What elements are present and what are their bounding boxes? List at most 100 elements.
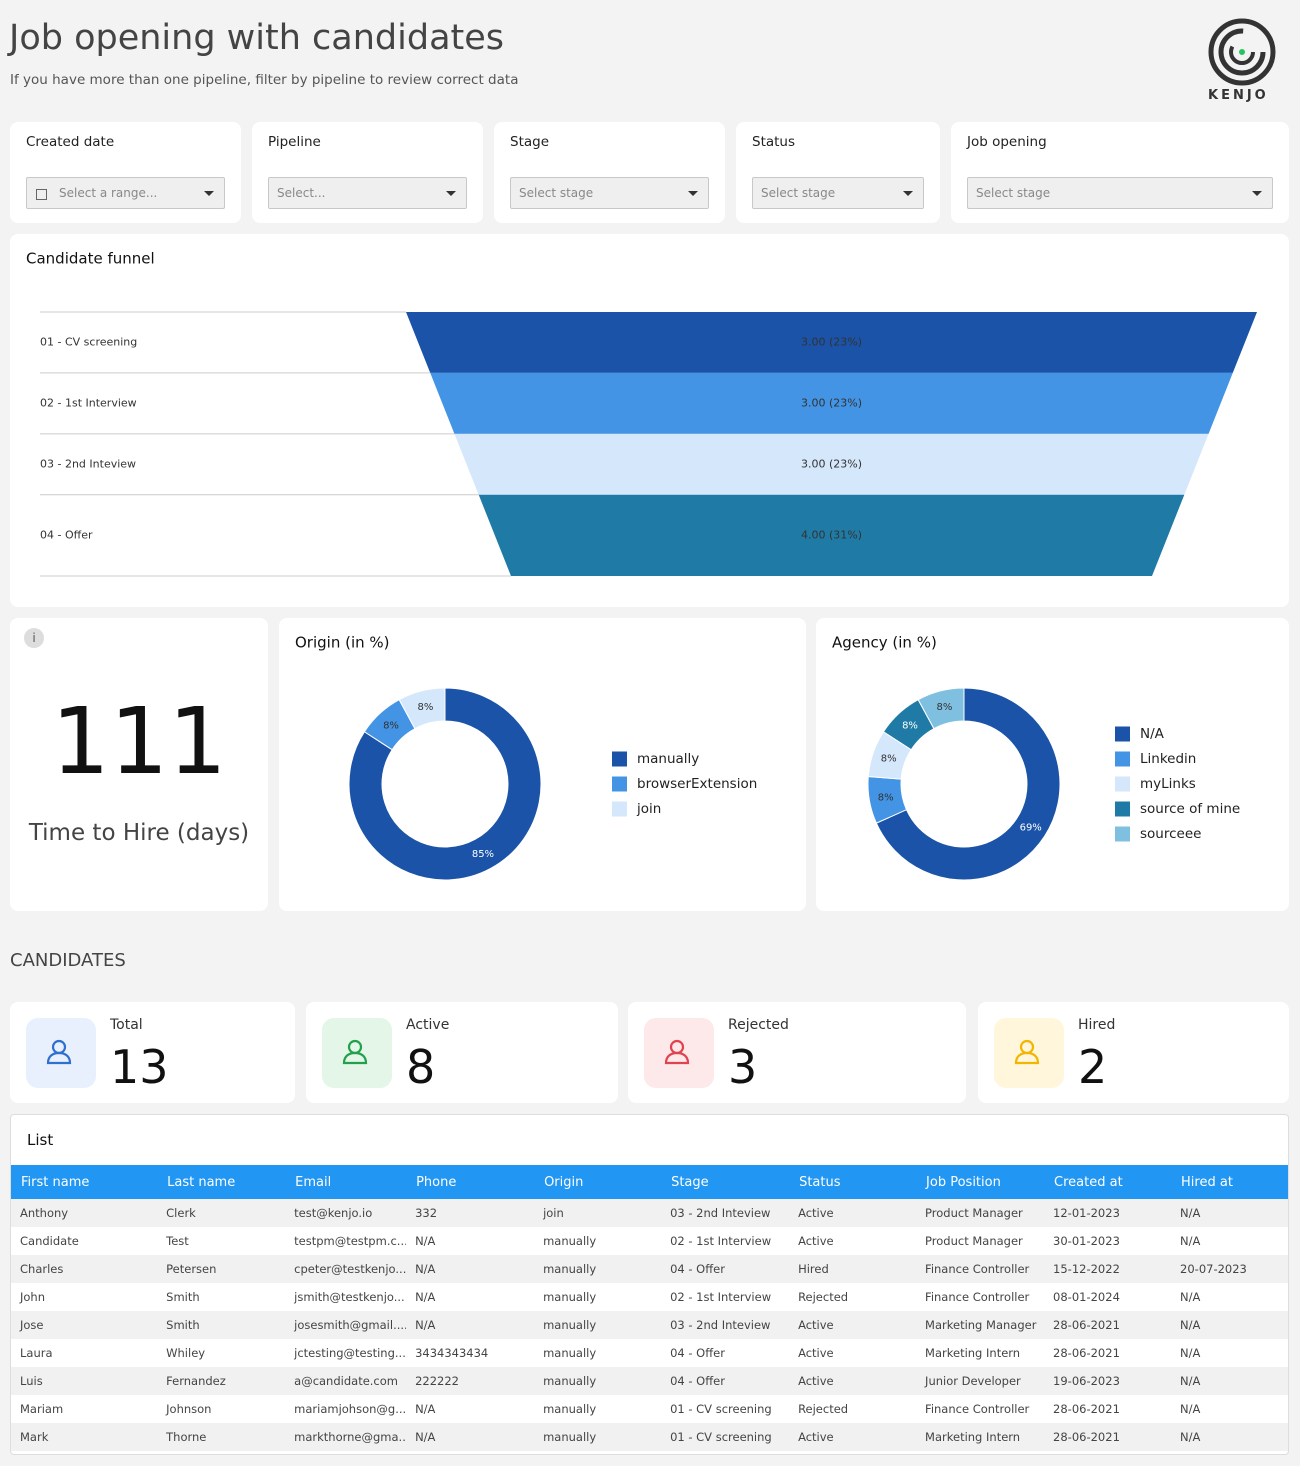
kpi-icon (644, 1018, 714, 1088)
kpi-icon-glyph (664, 1039, 690, 1065)
table-cell: Active (798, 1346, 834, 1360)
table-cell: manually (543, 1290, 597, 1304)
table-cell: 20-07-2023 (1171, 1255, 1288, 1283)
table-cell: testpm@testpm.c... (294, 1234, 407, 1248)
filter-dropdown[interactable]: Select stage (967, 177, 1273, 209)
table-cell: N/A (406, 1311, 535, 1339)
table-cell: manually (534, 1423, 662, 1451)
filter-dropdown[interactable]: Select... (268, 177, 467, 209)
table-cell: manually (534, 1311, 662, 1339)
column-header: Email (285, 1165, 407, 1199)
kpi-card: Total 13 (10, 1002, 295, 1103)
table-cell: 28-06-2021 (1044, 1423, 1172, 1451)
dropdown-caret (1252, 191, 1262, 196)
table-row[interactable]: John Smith jsmith@testkenjo.... N/A manually… (11, 1283, 1288, 1311)
column-header: Status (789, 1165, 917, 1199)
logo-text: KENJO (1208, 88, 1269, 103)
table-cell: Anthony (11, 1199, 158, 1227)
kpi-icon-glyph (46, 1039, 72, 1065)
kpi-icon-glyph (342, 1039, 368, 1065)
legend-swatch (1115, 751, 1130, 767)
table-cell: N/A (1171, 1423, 1288, 1451)
donut-value-label: 8% (417, 702, 433, 713)
table-cell: Finance Controller (925, 1290, 1030, 1304)
kpi-label: Active (406, 1017, 450, 1033)
table-cell: N/A (415, 1290, 436, 1304)
filter-card: Pipeline Select... (252, 122, 483, 223)
donut-value-label: 69% (1020, 822, 1042, 833)
table-row[interactable]: Laura Whiley jctesting@testing.... 34343434… (11, 1339, 1288, 1367)
table-cell: josesmith@gmail.... (285, 1311, 407, 1339)
donut-value-label: 8% (878, 793, 894, 804)
table-cell: Candidate (20, 1234, 79, 1248)
kpi-label: Rejected (728, 1017, 789, 1033)
filter-label: Created date (26, 134, 115, 150)
table-row[interactable]: Mariam Johnson mariamjohson@g... N/A manuall… (11, 1395, 1288, 1423)
table-cell: Active (789, 1199, 917, 1227)
table-row[interactable]: Anthony Clerk test@kenjo.io 332 join 03 - 2nd… (11, 1199, 1288, 1227)
legend-label: Linkedin (1140, 751, 1196, 767)
table-cell: Marketing Manager (916, 1311, 1045, 1339)
table-cell: test@kenjo.io (285, 1199, 407, 1227)
column-header: Origin (534, 1165, 662, 1199)
legend-swatch (612, 776, 627, 792)
table-cell: Johnson (166, 1402, 212, 1416)
table-cell: 30-01-2023 (1053, 1234, 1120, 1248)
table-cell: Clerk (157, 1199, 286, 1227)
table-cell: N/A (1171, 1311, 1288, 1339)
table-cell: N/A (406, 1423, 535, 1451)
dropdown-caret (204, 191, 214, 196)
list-title: List (27, 1131, 54, 1149)
filter-label: Pipeline (268, 134, 321, 150)
table-cell: N/A (1180, 1346, 1201, 1360)
kpi-value: 2 (1078, 1040, 1108, 1094)
column-header: Last name (157, 1165, 286, 1199)
info-icon[interactable]: i (24, 628, 44, 648)
donut-segment (917, 687, 965, 730)
table-cell: manually (534, 1367, 662, 1395)
funnel-label: 03 - 2nd Inteview (40, 457, 136, 470)
legend-swatch (1115, 726, 1130, 742)
table-cell: Product Manager (916, 1199, 1045, 1227)
table-cell: 01 - CV screening (661, 1423, 790, 1451)
table-cell: Active (789, 1423, 917, 1451)
header-row: First name Last name Email Phone Origin Stage… (11, 1165, 1288, 1199)
kpi-value: 8 (406, 1040, 436, 1094)
table-cell: mariamjohson@g... (294, 1402, 407, 1416)
donut-title: Agency (in %) (832, 634, 937, 652)
funnel-segment (478, 494, 1185, 576)
funnel-value-label: 3.00 (23%) (801, 396, 862, 409)
list-card: List First name Last name Email Phone Origin… (10, 1114, 1289, 1455)
filter-label: Job opening (967, 134, 1047, 150)
filter-dropdown[interactable]: Select stage (752, 177, 924, 209)
time-to-hire-card (10, 618, 268, 911)
filter-card: Status Select stage (736, 122, 940, 223)
table-cell: manually (543, 1234, 597, 1248)
table-cell: 04 - Offer (670, 1346, 725, 1360)
table-row[interactable]: Candidate Test testpm@testpm.c... N/A manual… (11, 1227, 1288, 1255)
table-cell: Finance Controller (925, 1402, 1030, 1416)
table-cell: 03 - 2nd Inteview (661, 1199, 790, 1227)
filter-dropdown[interactable]: Select stage (510, 177, 709, 209)
table-cell: Test (166, 1234, 189, 1248)
legend-swatch (1115, 801, 1130, 817)
dropdown-caret (688, 191, 698, 196)
table-cell: N/A (1180, 1290, 1201, 1304)
table-row[interactable]: Mark Thorne markthorne@gma... N/A manually 01… (11, 1423, 1288, 1451)
table-cell: 28-06-2021 (1044, 1311, 1172, 1339)
table-cell: 3434343434 (415, 1346, 489, 1360)
kpi-icon (994, 1018, 1064, 1088)
table-row[interactable]: Luis Fernandez a@candidate.com 222222 manual… (11, 1367, 1288, 1395)
kpi-icon (26, 1018, 96, 1088)
legend-label: N/A (1140, 726, 1165, 742)
kpi-label: Hired (1078, 1017, 1116, 1033)
table-cell: N/A (406, 1255, 535, 1283)
table-row[interactable]: Jose Smith josesmith@gmail.... N/A manually 0… (11, 1311, 1288, 1339)
filter-dropdown[interactable]: Select a range... (26, 177, 225, 209)
table-cell: a@candidate.com (285, 1367, 407, 1395)
table-row[interactable]: Charles Petersen cpeter@testkenjo.... N/A ma… (11, 1255, 1288, 1283)
table-cell: 28-06-2021 (1053, 1346, 1120, 1360)
column-header: Stage (661, 1165, 790, 1199)
table-cell: Active (798, 1234, 834, 1248)
